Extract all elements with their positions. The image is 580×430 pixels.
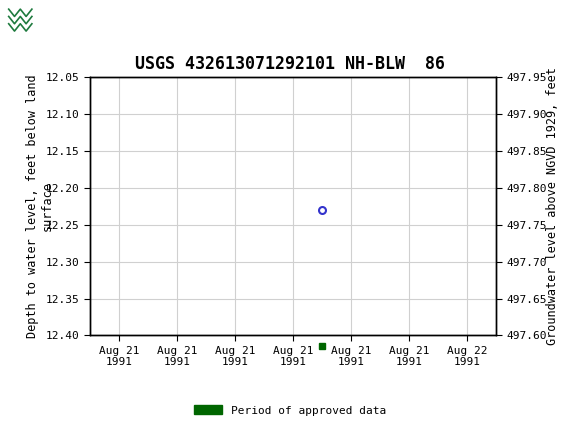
Y-axis label: Depth to water level, feet below land
surface: Depth to water level, feet below land su… bbox=[26, 74, 54, 338]
Text: USGS 432613071292101 NH-BLW  86: USGS 432613071292101 NH-BLW 86 bbox=[135, 55, 445, 73]
FancyBboxPatch shape bbox=[6, 3, 64, 34]
Text: USGS: USGS bbox=[44, 9, 99, 27]
Y-axis label: Groundwater level above NGVD 1929, feet: Groundwater level above NGVD 1929, feet bbox=[546, 68, 559, 345]
Legend: Period of approved data: Period of approved data bbox=[190, 401, 390, 420]
